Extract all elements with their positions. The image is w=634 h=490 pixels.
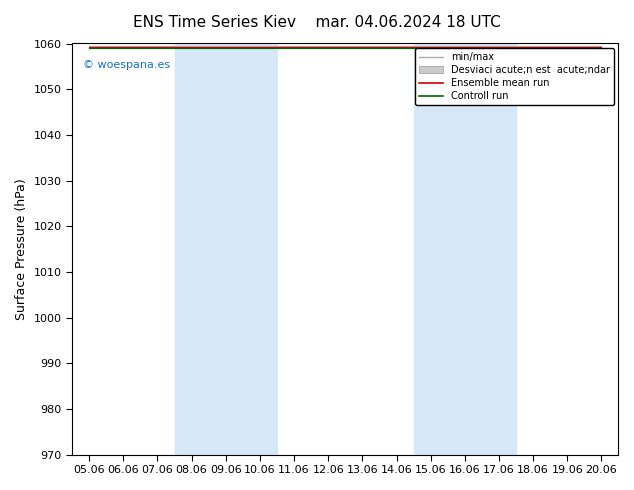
Text: ENS Time Series Kiev    mar. 04.06.2024 18 UTC: ENS Time Series Kiev mar. 04.06.2024 18 … [133, 15, 501, 30]
Bar [174, 44, 277, 455]
Legend: min/max, Desviaci acute;n est  acute;ndar, Ensemble mean run, Controll run: min/max, Desviaci acute;n est acute;ndar… [415, 49, 614, 105]
Bar [413, 44, 516, 455]
Y-axis label: Surface Pressure (hPa): Surface Pressure (hPa) [15, 178, 28, 320]
Text: © woespana.es: © woespana.es [83, 60, 170, 70]
